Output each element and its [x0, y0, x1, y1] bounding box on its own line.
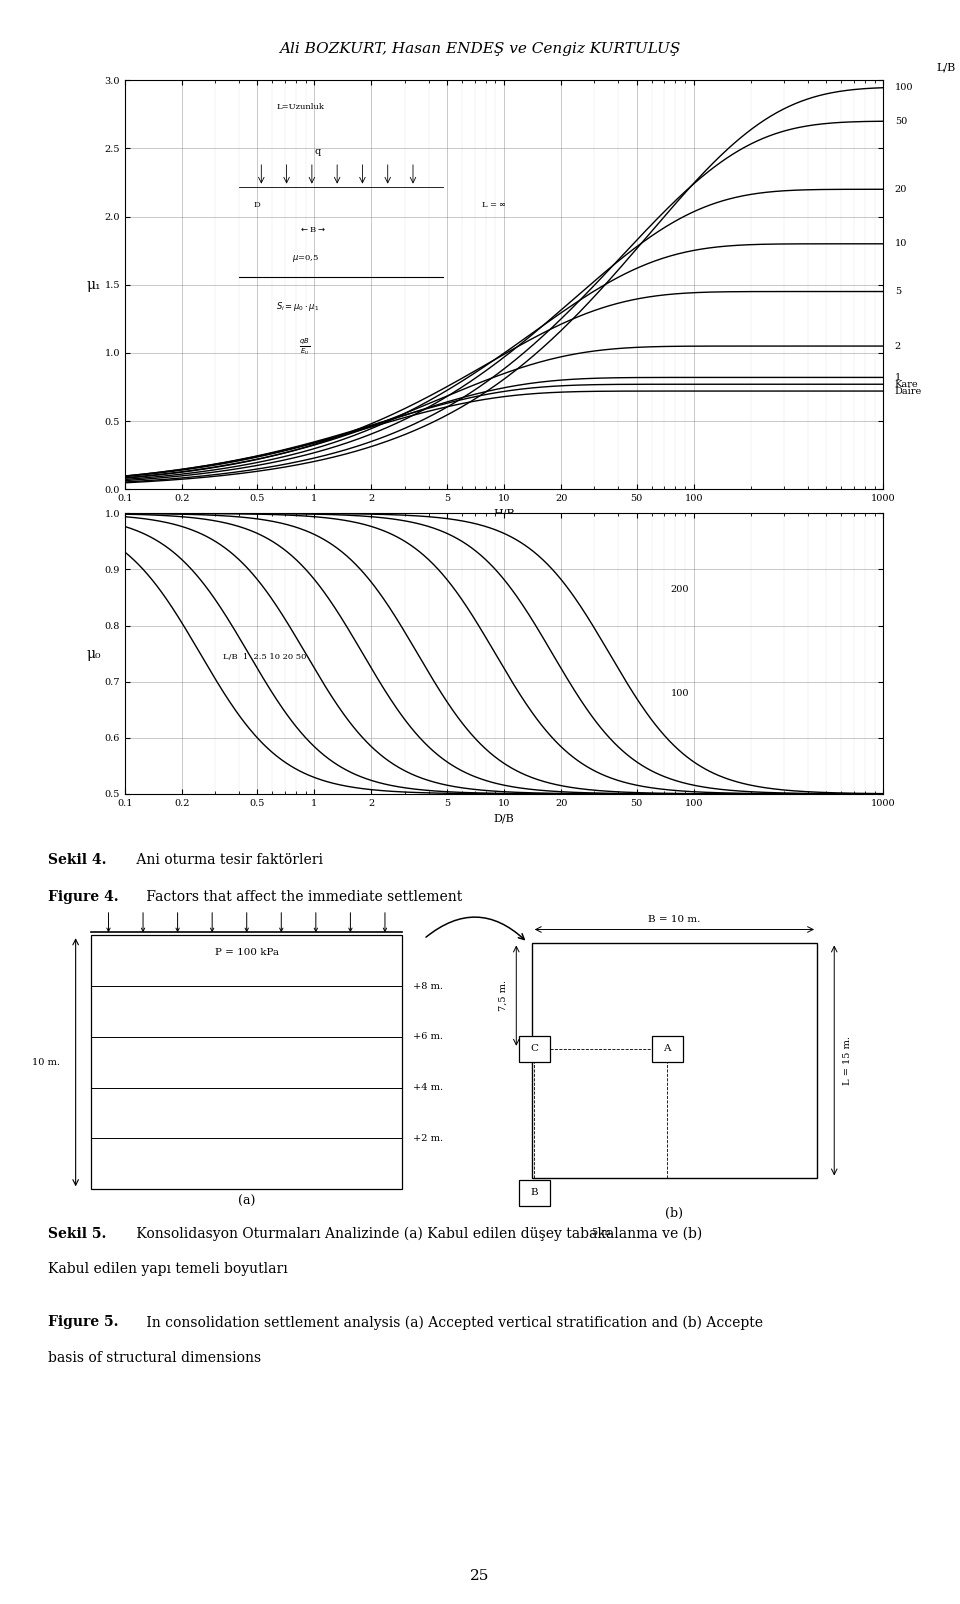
Text: +6 m.: +6 m.: [413, 1033, 443, 1041]
Text: 10: 10: [895, 239, 907, 249]
Text: Konsolidasyon Oturmaları Analizinde (a) Kabul edilen düşey tabakalanma ve (b): Konsolidasyon Oturmaları Analizinde (a) …: [132, 1227, 703, 1241]
Text: 100: 100: [671, 688, 689, 698]
Y-axis label: μ₀: μ₀: [86, 646, 101, 661]
Y-axis label: μ₁: μ₁: [86, 277, 101, 292]
Text: L/B  1  2.5 10 20 50: L/B 1 2.5 10 20 50: [224, 653, 307, 661]
Text: B: B: [531, 1189, 539, 1197]
Text: Figure 5.: Figure 5.: [48, 1315, 118, 1330]
Text: P = 100 kPa: P = 100 kPa: [215, 948, 278, 956]
Text: Factors that affect the immediate settlement: Factors that affect the immediate settle…: [142, 890, 463, 905]
Text: +8 m.: +8 m.: [413, 982, 443, 991]
Text: L = 15 m.: L = 15 m.: [843, 1036, 852, 1084]
Text: basis of structural dimensions: basis of structural dimensions: [48, 1351, 261, 1365]
Text: 1: 1: [895, 372, 900, 382]
Text: (b): (b): [665, 1206, 684, 1219]
Text: q: q: [315, 148, 321, 156]
X-axis label: H/B: H/B: [493, 508, 515, 518]
Text: Kabul edilen yapı temeli boyutları: Kabul edilen yapı temeli boyutları: [48, 1262, 288, 1277]
Bar: [519, 1036, 550, 1062]
Text: $\frac{qB}{E_u}$: $\frac{qB}{E_u}$: [300, 337, 310, 358]
Text: 50: 50: [895, 117, 907, 125]
Text: +4 m.: +4 m.: [413, 1083, 443, 1092]
Bar: [91, 935, 402, 1189]
Text: 10 m.: 10 m.: [32, 1057, 60, 1067]
Text: $\leftarrow$B$\rightarrow$: $\leftarrow$B$\rightarrow$: [300, 225, 326, 234]
Text: +2 m.: +2 m.: [413, 1134, 443, 1144]
Text: C: C: [531, 1044, 539, 1054]
Text: $\mu$=0,5: $\mu$=0,5: [292, 253, 319, 265]
Text: (a): (a): [238, 1195, 255, 1208]
Text: B = 10 m.: B = 10 m.: [648, 914, 701, 924]
Text: 2: 2: [895, 342, 900, 351]
Text: 100: 100: [895, 83, 913, 91]
Text: 25: 25: [470, 1569, 490, 1583]
Bar: [652, 1036, 683, 1062]
X-axis label: D/B: D/B: [493, 813, 515, 823]
Text: L=Uzunluk: L=Uzunluk: [276, 103, 324, 111]
Text: In consolidation settlement analysis (a) Accepted vertical stratification and (b: In consolidation settlement analysis (a)…: [142, 1315, 763, 1330]
Text: Ali BOZKURT, Hasan ENDEŞ ve Cengiz KURTULUŞ: Ali BOZKURT, Hasan ENDEŞ ve Cengiz KURTU…: [279, 42, 681, 56]
Text: A: A: [663, 1044, 671, 1054]
Bar: [532, 943, 817, 1179]
Bar: [519, 1181, 550, 1206]
Text: Sekil 4.: Sekil 4.: [48, 853, 107, 868]
Text: 5: 5: [895, 287, 900, 297]
Text: 200: 200: [671, 585, 689, 593]
Text: Kare: Kare: [895, 380, 919, 388]
Text: L = $\infty$: L = $\infty$: [481, 200, 507, 209]
Text: Sekil 5.: Sekil 5.: [48, 1227, 107, 1241]
Text: $S_i = \mu_0 \cdot \mu_1$: $S_i = \mu_0 \cdot \mu_1$: [276, 300, 320, 313]
Text: 5 m.: 5 m.: [592, 1227, 614, 1237]
Text: 20: 20: [895, 184, 907, 194]
Text: L/B: L/B: [936, 63, 955, 72]
Text: 7,5 m.: 7,5 m.: [498, 980, 508, 1011]
Text: Figure 4.: Figure 4.: [48, 890, 119, 905]
Text: Ani oturma tesir faktörleri: Ani oturma tesir faktörleri: [132, 853, 324, 868]
Text: D: D: [253, 200, 260, 209]
Text: Daire: Daire: [895, 387, 922, 396]
